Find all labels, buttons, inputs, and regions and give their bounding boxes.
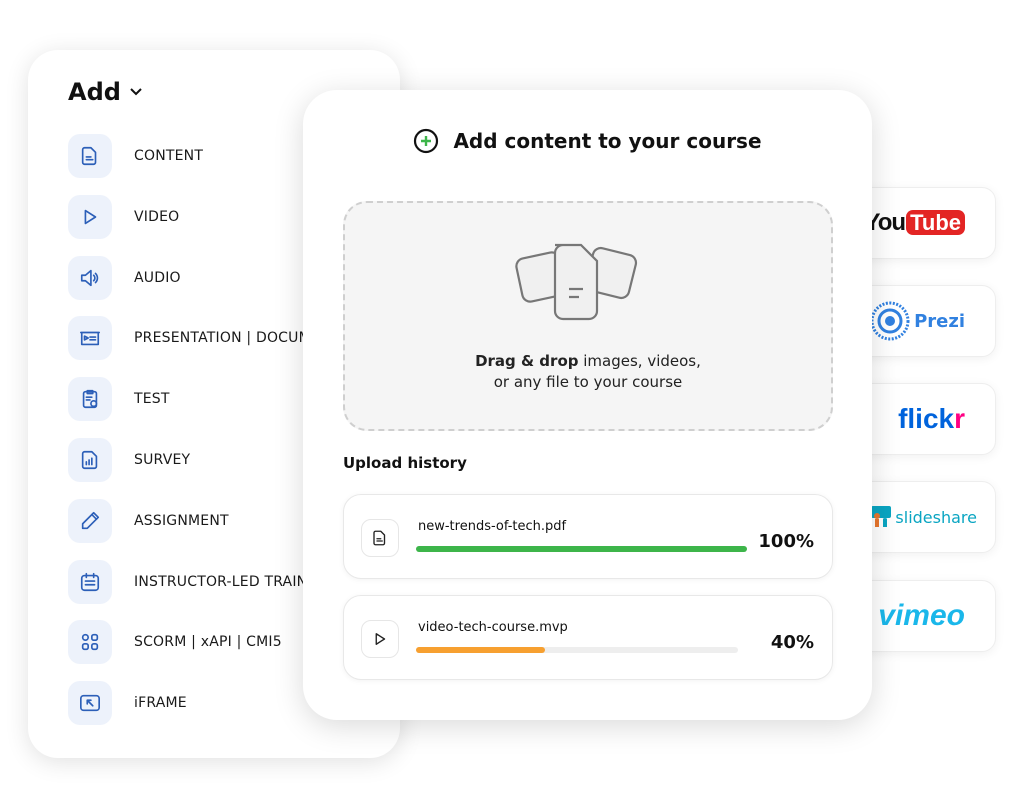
chevron-down-icon (130, 88, 142, 96)
youtube-wordmark: You Tube (865, 209, 965, 237)
pencil-icon (81, 511, 100, 529)
document-icon (81, 146, 97, 166)
progress-bar (416, 647, 738, 653)
files-illustration-icon (515, 243, 638, 321)
menu-item-iframe[interactable]: iFRAME (68, 681, 187, 726)
dialog-title: Add content to your course (303, 128, 872, 154)
menu-icon-box (68, 438, 112, 482)
menu-item-presentation[interactable]: PRESENTATION | DOCUMENT (68, 316, 340, 361)
menu-item-label: SCORM | xAPI | CMI5 (134, 634, 282, 651)
add-dropdown[interactable]: Add (68, 78, 143, 106)
menu-icon-box (68, 498, 112, 543)
menu-item-scorm[interactable]: SCORM | xAPI | CMI5 (68, 620, 282, 665)
progress-percent: 40% (770, 632, 814, 653)
menu-icon-box (68, 194, 112, 239)
menu-icon-box (68, 559, 112, 604)
menu-icon-box (68, 681, 112, 726)
upload-row[interactable]: new-trends-of-tech.pdf 100% (343, 494, 833, 579)
drop-zone[interactable]: Drag & drop images, videos, or any file … (343, 201, 833, 431)
plus-circle-icon (414, 128, 439, 154)
clipboard-check-icon (82, 390, 98, 409)
menu-item-instructor[interactable]: INSTRUCTOR-LED TRAINING (68, 559, 334, 604)
menu-item-label: ASSIGNMENT (134, 512, 229, 529)
menu-item-label: TEST (134, 391, 170, 408)
menu-item-label: CONTENT (134, 148, 204, 164)
document-icon (373, 530, 386, 546)
menu-item-label: PRESENTATION | DOCUMENT (134, 330, 340, 347)
menu-item-test[interactable]: TEST (68, 377, 170, 422)
menu-icon-box (68, 255, 112, 300)
progress-fill (416, 546, 747, 552)
upload-history-label: Upload history (343, 454, 467, 472)
menu-icon-box (68, 316, 112, 361)
menu-item-assignment[interactable]: ASSIGNMENT (68, 498, 229, 543)
play-icon (375, 633, 386, 645)
survey-chart-icon (81, 450, 98, 470)
menu-item-label: INSTRUCTOR-LED TRAINING (134, 573, 334, 590)
file-type-icon-box (361, 620, 399, 658)
calendar-icon (80, 572, 100, 591)
slideshare-icon (871, 506, 892, 527)
menu-item-label: VIDEO (134, 208, 180, 225)
menu-item-label: AUDIO (134, 269, 181, 286)
presentation-icon (80, 332, 100, 346)
file-name: new-trends-of-tech.pdf (418, 519, 567, 534)
menu-item-content[interactable]: CONTENT (68, 134, 203, 178)
speaker-icon (80, 269, 99, 286)
menu-item-label: SURVEY (134, 452, 191, 468)
menu-item-video[interactable]: VIDEO (68, 194, 180, 239)
menu-item-audio[interactable]: AUDIO (68, 255, 181, 300)
progress-percent: 100% (758, 531, 814, 552)
add-content-dialog: Add content to your course Drag & drop i… (303, 90, 872, 720)
iframe-icon (80, 695, 100, 712)
upload-row[interactable]: video-tech-course.mvp 40% (343, 595, 833, 680)
grid-icon (81, 634, 99, 651)
menu-icon-box (68, 377, 112, 422)
prezi-icon (870, 301, 910, 341)
file-name: video-tech-course.mvp (418, 620, 568, 635)
progress-bar (416, 546, 747, 552)
progress-fill (416, 647, 545, 653)
menu-item-survey[interactable]: SURVEY (68, 438, 190, 482)
menu-item-label: iFRAME (134, 695, 187, 712)
file-type-icon-box (361, 519, 399, 557)
menu-icon-box (68, 620, 112, 665)
play-icon (84, 209, 97, 225)
menu-icon-box (68, 134, 112, 178)
